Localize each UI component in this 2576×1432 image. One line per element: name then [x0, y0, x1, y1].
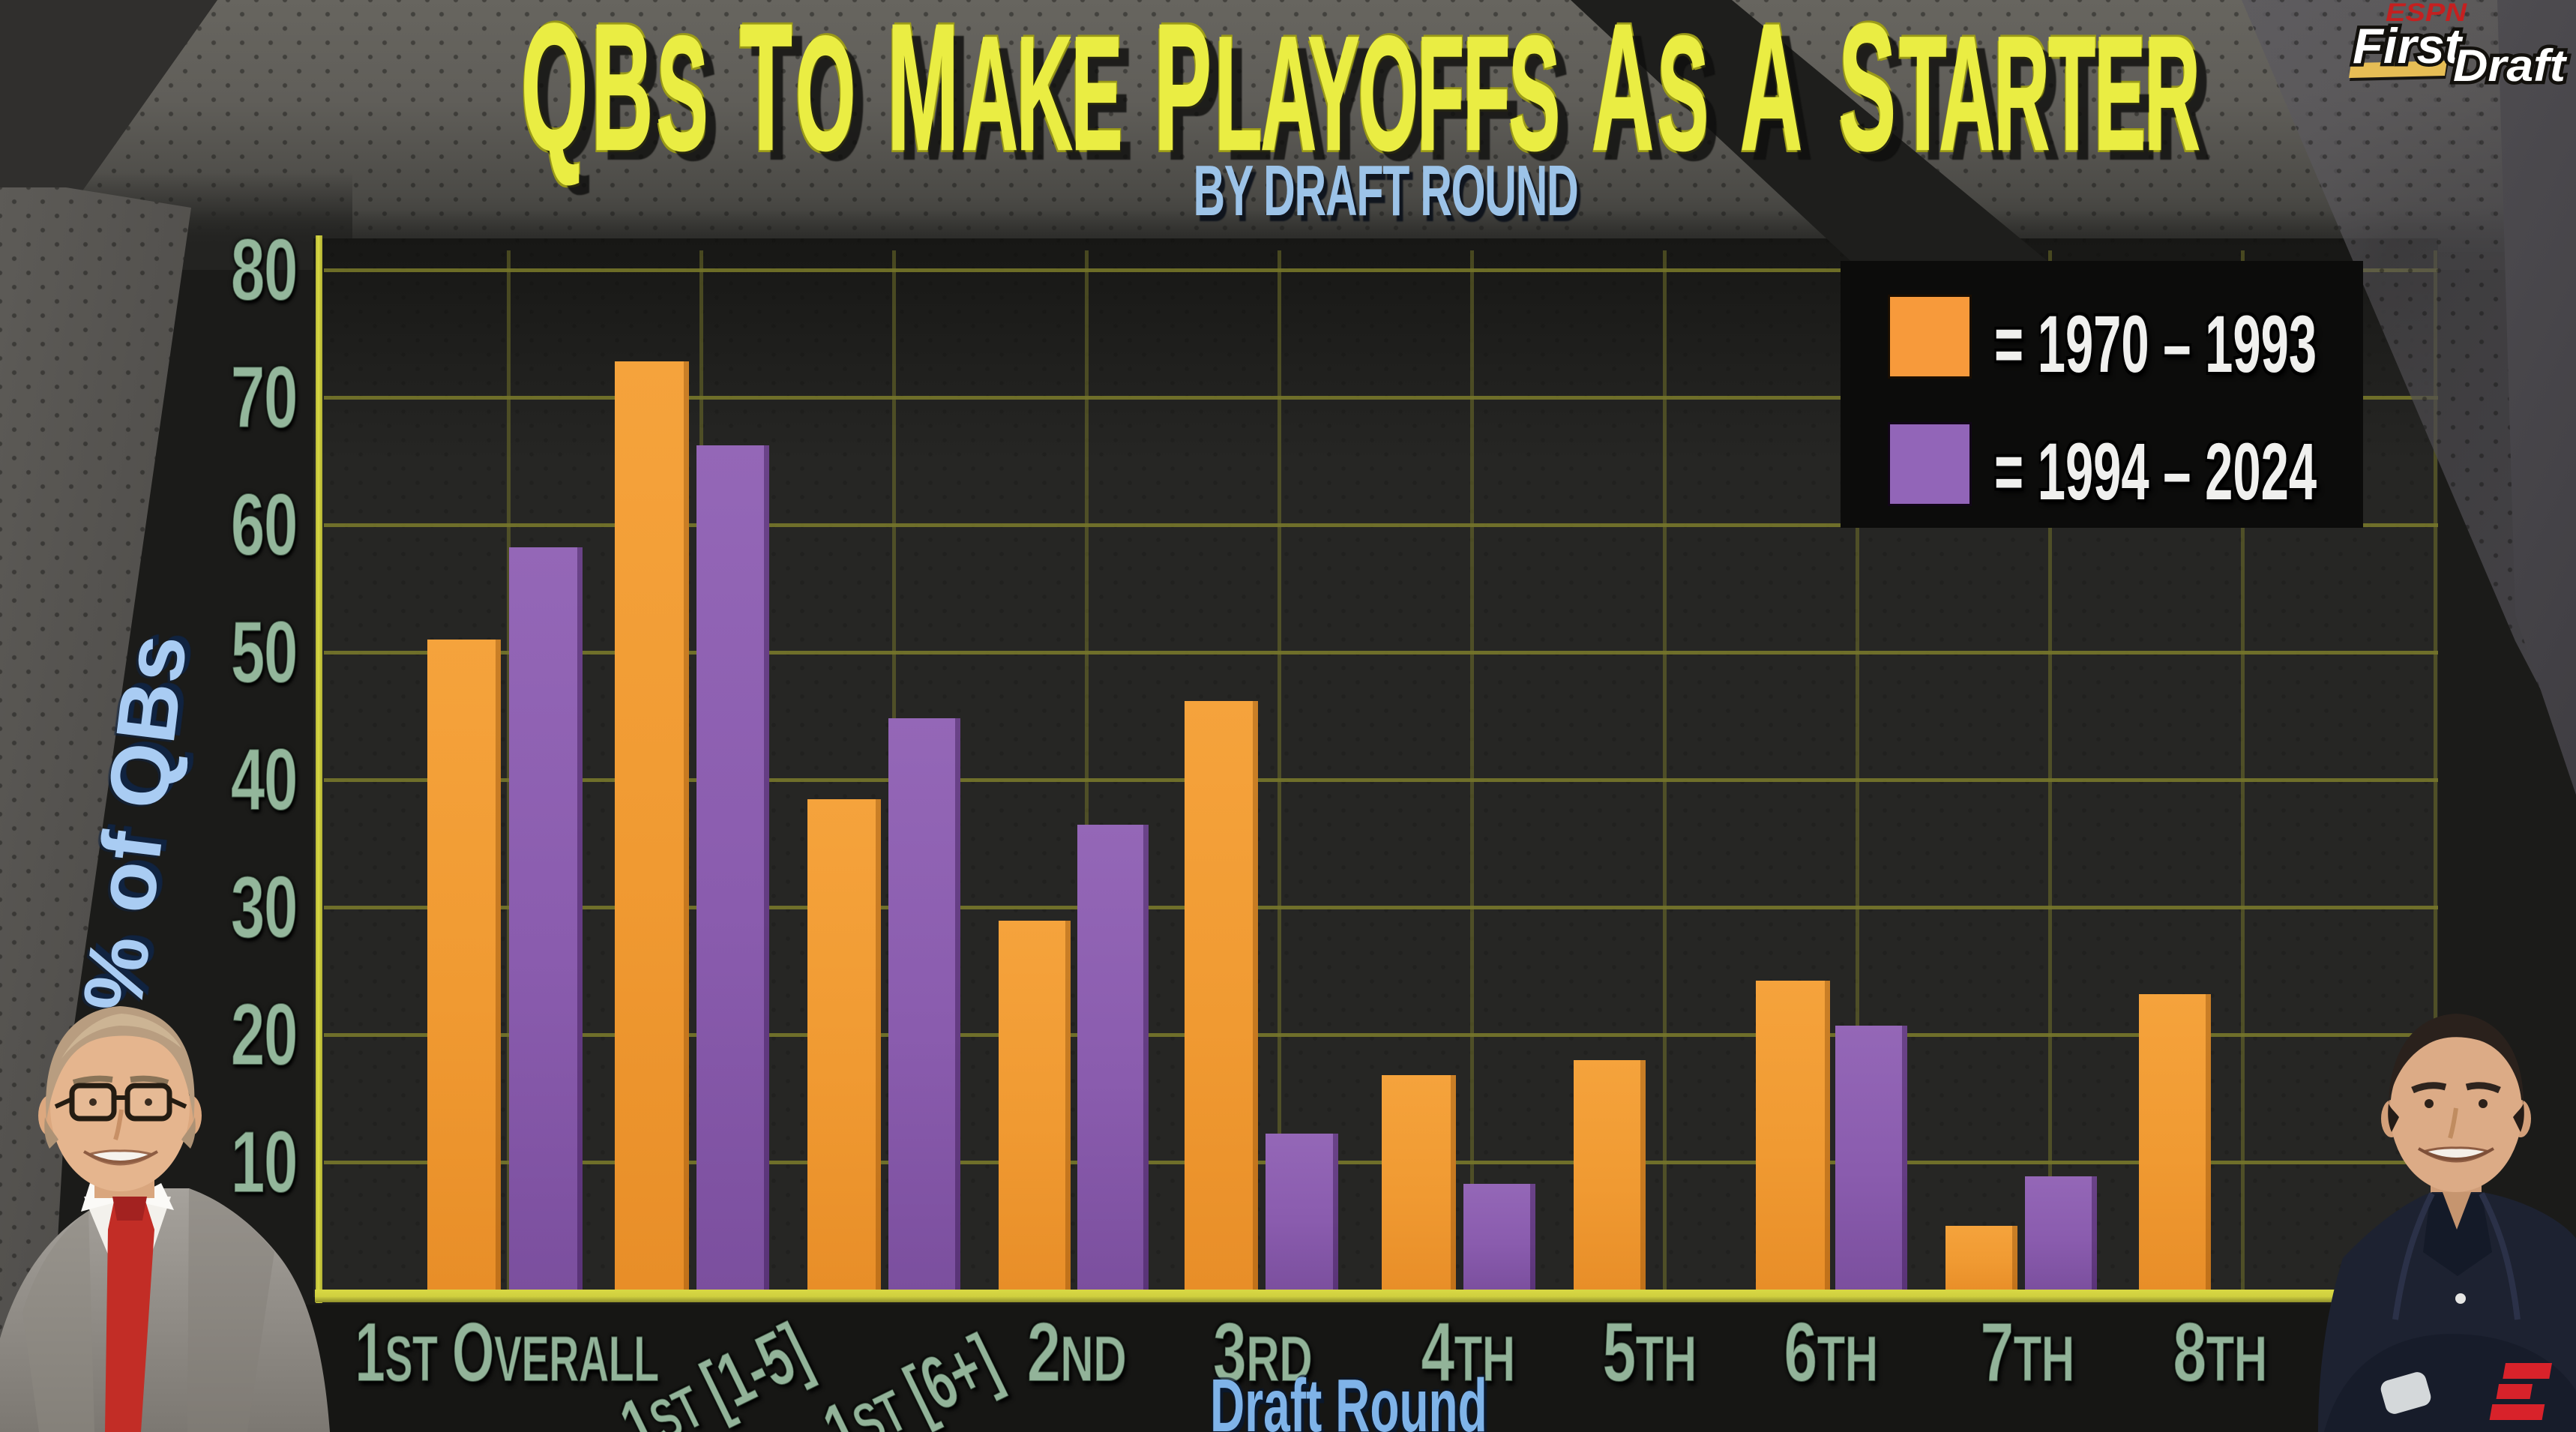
- svg-text:Draft: Draft: [2453, 40, 2568, 91]
- svg-text:ESPN: ESPN: [2386, 0, 2468, 27]
- svg-text:First: First: [2353, 18, 2464, 73]
